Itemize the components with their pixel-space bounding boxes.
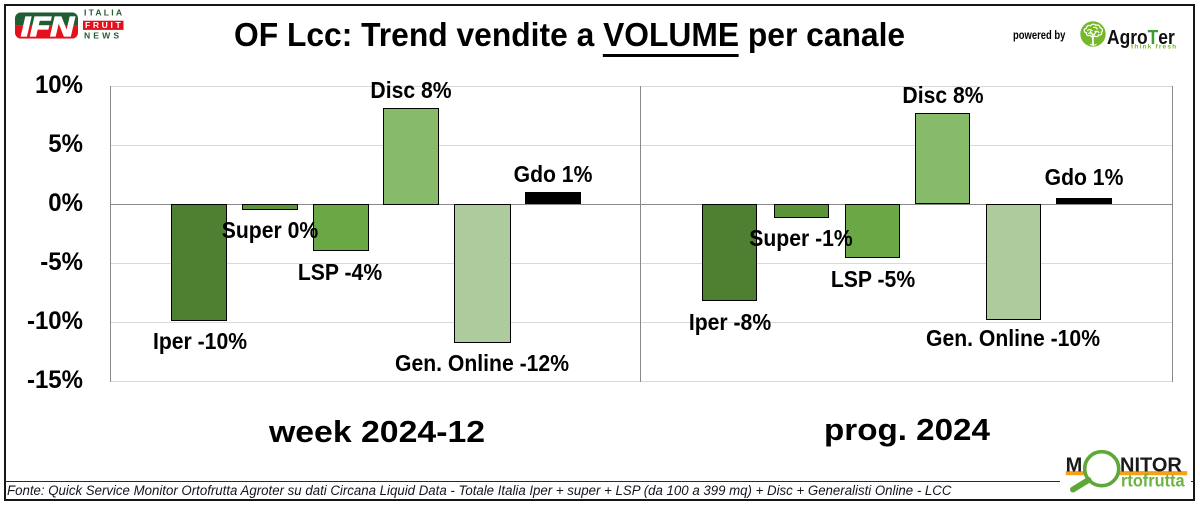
svg-text:rtofrutta: rtofrutta — [1121, 470, 1185, 491]
svg-text:AgroTer: AgroTer — [1107, 27, 1175, 50]
svg-text:IFN: IFN — [21, 11, 75, 42]
svg-text:NITOR: NITOR — [1120, 454, 1182, 476]
svg-text:think fresh: think fresh — [1131, 44, 1177, 51]
svg-text:M: M — [1066, 454, 1083, 476]
svg-text:NEWS: NEWS — [84, 31, 122, 41]
svg-text:ITALIA: ITALIA — [84, 8, 124, 18]
svg-text:FRUIT: FRUIT — [85, 20, 123, 30]
